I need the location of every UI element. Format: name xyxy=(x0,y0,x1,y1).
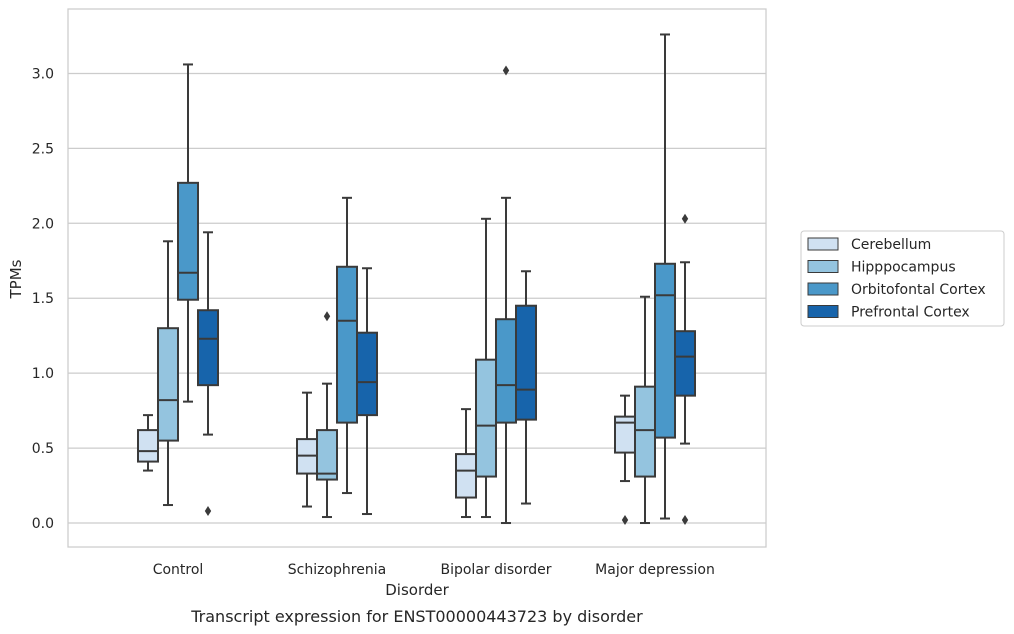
x-axis-title: Disorder xyxy=(385,581,449,599)
outlier-point xyxy=(502,65,510,76)
iqr-box xyxy=(137,429,159,463)
box-orbitofontal-cortex xyxy=(495,65,517,525)
box-orbitofontal-cortex xyxy=(654,33,676,520)
legend-label: Orbitofontal Cortex xyxy=(851,282,986,298)
legend-swatch xyxy=(807,282,839,296)
iqr-box xyxy=(157,327,179,442)
y-tick-label: 2.5 xyxy=(32,141,54,157)
iqr-box xyxy=(654,262,676,439)
plot-area-frame xyxy=(67,8,767,548)
outlier-point xyxy=(681,213,689,224)
legend-swatch xyxy=(807,237,839,251)
legend-frame xyxy=(800,230,1005,327)
outlier-point xyxy=(323,311,331,322)
x-tick-label: Control xyxy=(153,562,204,578)
legend-label: Prefrontal Cortex xyxy=(851,305,970,321)
chart-caption: Transcript expression for ENST0000044372… xyxy=(190,607,643,626)
y-tick-label: 2.0 xyxy=(32,216,54,232)
x-axis-ticks: Control Schizophrenia Bipolar disorder Majo… xyxy=(153,562,715,578)
box-prefrontal-cortex xyxy=(515,270,537,505)
iqr-box xyxy=(356,331,378,417)
outlier-point xyxy=(681,515,689,526)
iqr-box xyxy=(475,358,497,478)
box-hipppocampus xyxy=(634,295,656,525)
box-cerebellum xyxy=(137,414,159,472)
x-tick-label: Major depression xyxy=(595,562,715,578)
y-tick-label: 1.0 xyxy=(32,366,54,382)
iqr-box xyxy=(177,181,199,301)
box-hipppocampus xyxy=(475,217,497,519)
x-tick-label: Bipolar disorder xyxy=(440,562,551,578)
box-prefrontal-cortex xyxy=(356,267,378,516)
box-orbitofontal-cortex xyxy=(177,63,199,403)
legend-swatch xyxy=(807,260,839,273)
iqr-box xyxy=(455,453,477,499)
legend-swatch xyxy=(807,305,839,318)
box-prefrontal-cortex xyxy=(197,231,219,517)
box-prefrontal-cortex xyxy=(674,213,696,526)
y-tick-label: 0.0 xyxy=(32,516,54,532)
iqr-box xyxy=(634,385,656,478)
box-cerebellum xyxy=(296,391,318,508)
iqr-box xyxy=(515,304,537,421)
legend: Cerebellum Hipppocampus Orbitofontal Corte… xyxy=(800,230,1005,327)
outlier-point xyxy=(204,506,212,517)
y-axis-title: TPMs xyxy=(7,259,25,299)
x-tick-label: Schizophrenia xyxy=(288,562,386,578)
iqr-box xyxy=(197,309,219,387)
legend-label: Hipppocampus xyxy=(851,260,956,276)
y-tick-label: 0.5 xyxy=(32,441,54,457)
iqr-box xyxy=(674,330,696,397)
y-tick-label: 1.5 xyxy=(32,291,54,307)
iqr-box xyxy=(495,318,517,424)
box-hipppocampus xyxy=(157,240,179,507)
box-hipppocampus xyxy=(316,311,338,519)
y-axis-ticks: 0.0 0.5 1.0 1.5 2.0 2.5 3.0 xyxy=(32,66,54,532)
y-tick-label: 3.0 xyxy=(32,66,54,82)
box-cerebellum xyxy=(614,394,636,526)
legend-label: Cerebellum xyxy=(851,237,931,253)
iqr-box xyxy=(316,429,338,481)
box-groups xyxy=(137,33,696,526)
box-orbitofontal-cortex xyxy=(336,196,358,495)
box-cerebellum xyxy=(455,408,477,519)
outlier-point xyxy=(621,515,629,526)
iqr-box xyxy=(336,265,358,424)
